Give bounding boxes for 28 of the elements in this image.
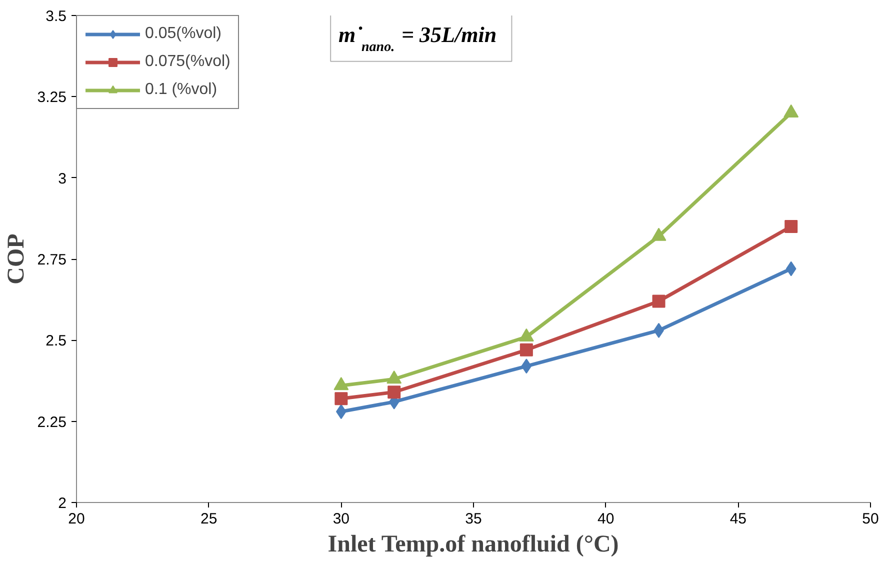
y-axis-title: COP (3, 234, 30, 284)
y-tick-label: 2.5 (46, 332, 67, 350)
x-tick-label: 35 (465, 510, 482, 528)
point (652, 294, 666, 308)
point (786, 261, 796, 276)
y-tick-label: 3.5 (46, 8, 67, 25)
y-tick-label: 3.25 (37, 89, 67, 106)
x-tick-label: 50 (862, 510, 879, 528)
x-tick-label: 20 (68, 510, 85, 528)
x-axis-title: Inlet Temp.of nanofluid (°C) (328, 532, 619, 558)
legend-label: 0.075(%vol) (145, 53, 230, 71)
x-tick-label: 25 (200, 510, 218, 528)
y-tick-label: 3 (58, 170, 66, 188)
point (784, 104, 799, 118)
legend-label: 0.05(%vol) (145, 25, 222, 43)
point (521, 358, 532, 374)
point (334, 392, 348, 406)
y-tick-label: 2 (58, 495, 66, 512)
x-tick-label: 30 (332, 510, 350, 528)
y-tick-label: 2.75 (37, 252, 67, 268)
x-tick-label: 40 (597, 510, 614, 528)
point (784, 220, 798, 234)
x-tick-label: 45 (730, 510, 747, 528)
y-tick-label: 2.25 (37, 414, 67, 431)
point (520, 343, 533, 356)
point (651, 228, 666, 241)
legend-label: 0.1 (%vol) (145, 81, 218, 99)
point (388, 386, 401, 399)
